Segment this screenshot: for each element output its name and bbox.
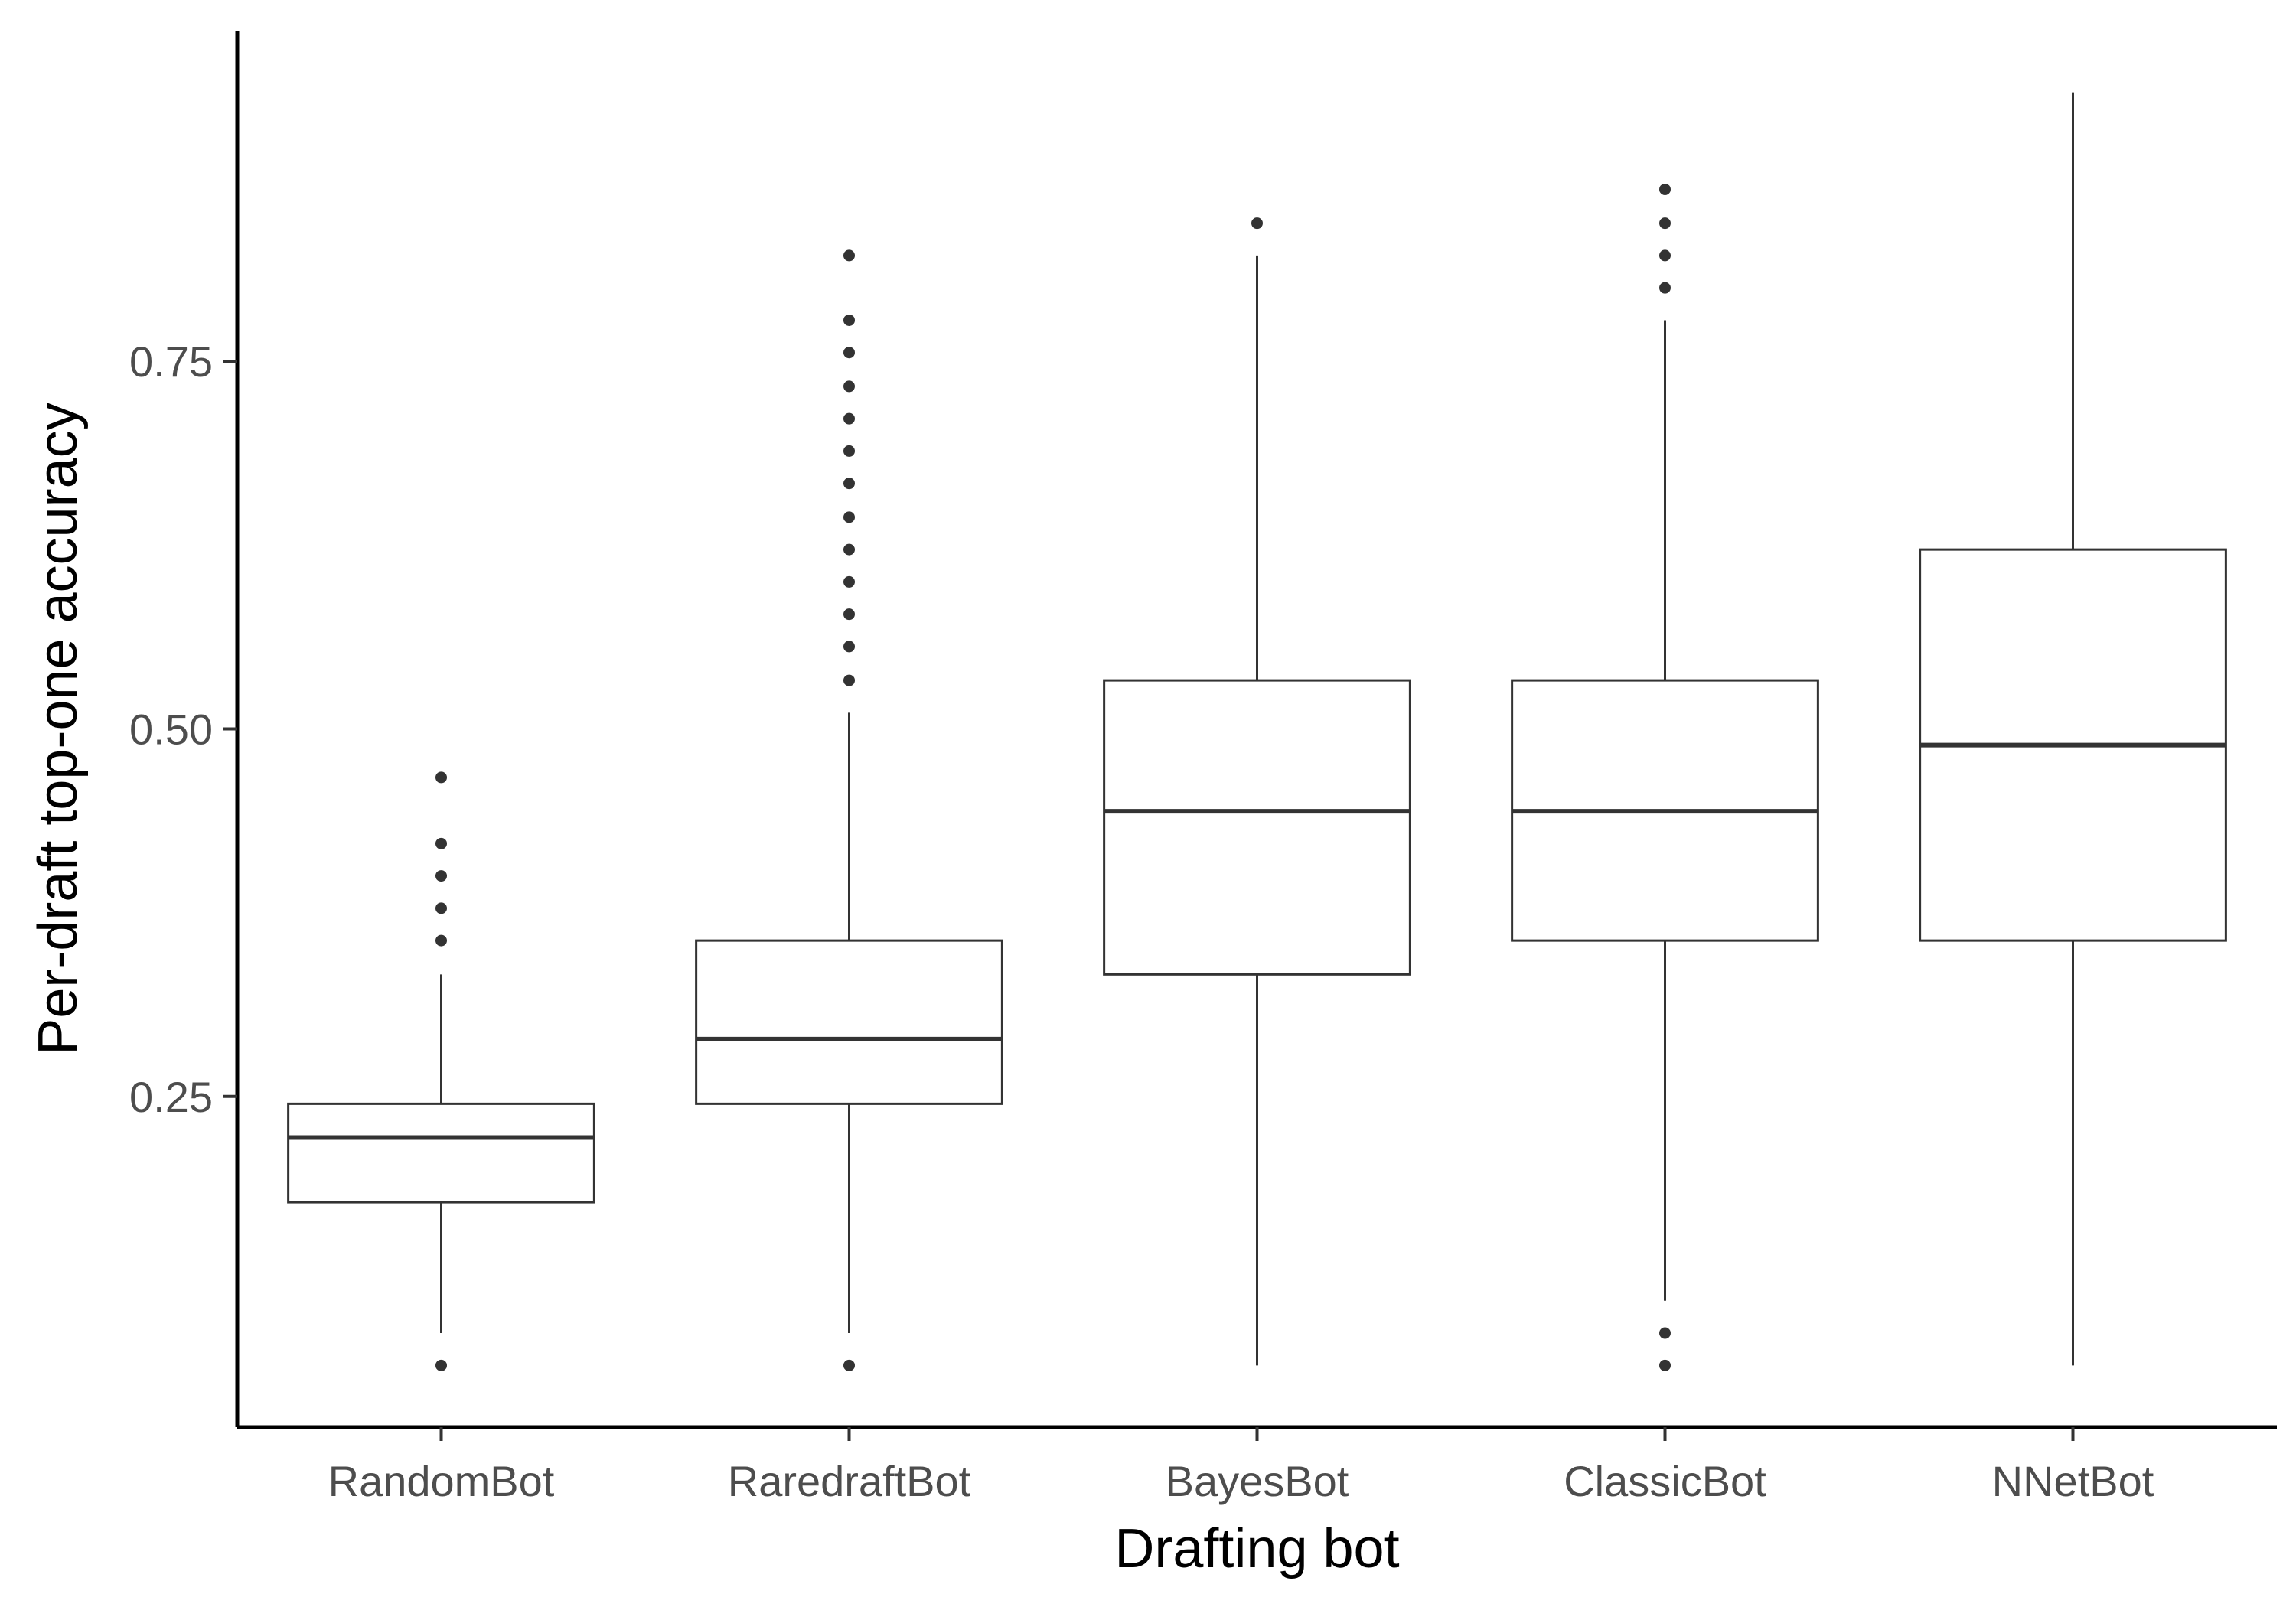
outlier-point	[843, 543, 855, 556]
x-axis-ticks: RandomBot RaredraftBot BayesBot ClassicBot N…	[328, 1427, 2154, 1505]
box-group-randombot	[287, 771, 595, 1371]
outlier-point	[1659, 217, 1671, 230]
y-axis-ticks: 0.25 0.50 0.75	[129, 337, 237, 1121]
outlier-point	[843, 1359, 855, 1371]
box-raredraftbot	[695, 939, 1003, 1105]
outlier-point	[843, 674, 855, 686]
outlier-point	[435, 771, 447, 784]
outlier-point	[1659, 1359, 1671, 1371]
box-group-classicbot	[1511, 183, 1819, 1371]
outlier-point	[843, 347, 855, 359]
x-tick-label: NNetBot	[1992, 1457, 2154, 1505]
outlier-point	[435, 1359, 447, 1371]
outlier-point	[1659, 249, 1671, 262]
outlier-point	[843, 314, 855, 326]
y-tick-label: 0.25	[129, 1073, 213, 1121]
outlier-point	[843, 511, 855, 523]
box-group-nnetbot	[1919, 92, 2227, 1366]
outlier-point	[435, 934, 447, 947]
outlier-point	[435, 902, 447, 914]
box-group-raredraftbot	[695, 249, 1003, 1371]
outlier-point	[843, 412, 855, 425]
x-tick-label: RandomBot	[328, 1457, 555, 1505]
box-group-bayesbot	[1103, 217, 1411, 1366]
outlier-point	[843, 249, 855, 262]
outlier-point	[435, 870, 447, 882]
outlier-point	[843, 380, 855, 393]
outlier-point	[1659, 282, 1671, 294]
y-tick-label: 0.75	[129, 337, 213, 386]
box-randombot	[287, 1102, 595, 1204]
outlier-point	[843, 575, 855, 588]
y-axis-title: Per-draft top-one accuracy	[28, 403, 89, 1054]
outlier-point	[1659, 1327, 1671, 1339]
x-axis-title: Drafting bot	[1114, 1518, 1399, 1579]
outlier-point	[435, 837, 447, 849]
x-tick-label: BayesBot	[1166, 1457, 1349, 1505]
outlier-point	[1659, 183, 1671, 195]
outlier-point	[843, 445, 855, 457]
outlier-point	[843, 478, 855, 490]
outlier-point	[1251, 217, 1263, 230]
plot-area	[287, 92, 2227, 1371]
outlier-point	[843, 641, 855, 653]
box-bayesbot	[1103, 679, 1411, 976]
x-tick-label: ClassicBot	[1564, 1457, 1766, 1505]
y-tick-label: 0.50	[129, 706, 213, 754]
x-tick-label: RaredraftBot	[728, 1457, 971, 1505]
outlier-point	[843, 608, 855, 621]
